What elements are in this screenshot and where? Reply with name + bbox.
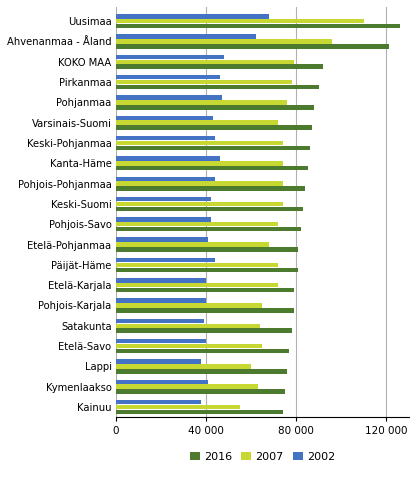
Bar bbox=[116, 146, 310, 150]
Bar bbox=[116, 319, 204, 323]
Bar bbox=[116, 64, 323, 69]
Bar bbox=[116, 24, 400, 28]
Bar bbox=[116, 405, 240, 409]
Bar bbox=[116, 238, 208, 242]
Bar bbox=[116, 95, 222, 100]
Bar bbox=[116, 217, 210, 221]
Bar bbox=[116, 161, 283, 165]
Bar bbox=[116, 263, 278, 267]
Bar bbox=[116, 268, 299, 272]
Bar bbox=[116, 364, 251, 369]
Bar bbox=[116, 278, 206, 282]
Bar bbox=[116, 44, 389, 49]
Bar bbox=[116, 243, 269, 247]
Bar bbox=[116, 166, 307, 170]
Bar bbox=[116, 186, 305, 191]
Bar bbox=[116, 344, 262, 348]
Bar bbox=[116, 75, 220, 80]
Bar bbox=[116, 34, 255, 39]
Bar bbox=[116, 369, 287, 374]
Bar bbox=[116, 207, 303, 211]
Bar bbox=[116, 359, 201, 364]
Bar bbox=[116, 115, 213, 120]
Bar bbox=[116, 299, 206, 303]
Bar bbox=[116, 303, 262, 308]
Bar bbox=[116, 19, 364, 24]
Bar bbox=[116, 177, 215, 181]
Bar bbox=[116, 120, 278, 125]
Bar bbox=[116, 100, 287, 105]
Bar bbox=[116, 283, 278, 287]
Bar bbox=[116, 400, 201, 405]
Bar bbox=[116, 339, 206, 344]
Bar bbox=[116, 328, 292, 333]
Bar bbox=[116, 389, 285, 394]
Bar bbox=[116, 136, 215, 140]
Bar bbox=[116, 197, 210, 201]
Legend: 2016, 2007, 2002: 2016, 2007, 2002 bbox=[185, 447, 340, 466]
Bar bbox=[116, 125, 312, 130]
Bar bbox=[116, 80, 292, 84]
Bar bbox=[116, 181, 283, 186]
Bar bbox=[116, 202, 283, 206]
Bar bbox=[116, 349, 290, 353]
Bar bbox=[116, 59, 294, 64]
Bar bbox=[116, 55, 224, 59]
Bar bbox=[116, 288, 294, 292]
Bar bbox=[116, 308, 294, 313]
Bar bbox=[116, 156, 220, 161]
Bar bbox=[116, 258, 215, 262]
Bar bbox=[116, 380, 208, 384]
Bar bbox=[116, 39, 332, 44]
Bar bbox=[116, 324, 260, 328]
Bar bbox=[116, 227, 301, 231]
Bar bbox=[116, 141, 283, 145]
Bar bbox=[116, 384, 258, 389]
Bar bbox=[116, 222, 278, 226]
Bar bbox=[116, 85, 319, 89]
Bar bbox=[116, 105, 314, 109]
Bar bbox=[116, 14, 269, 19]
Bar bbox=[116, 247, 299, 252]
Bar bbox=[116, 409, 283, 414]
